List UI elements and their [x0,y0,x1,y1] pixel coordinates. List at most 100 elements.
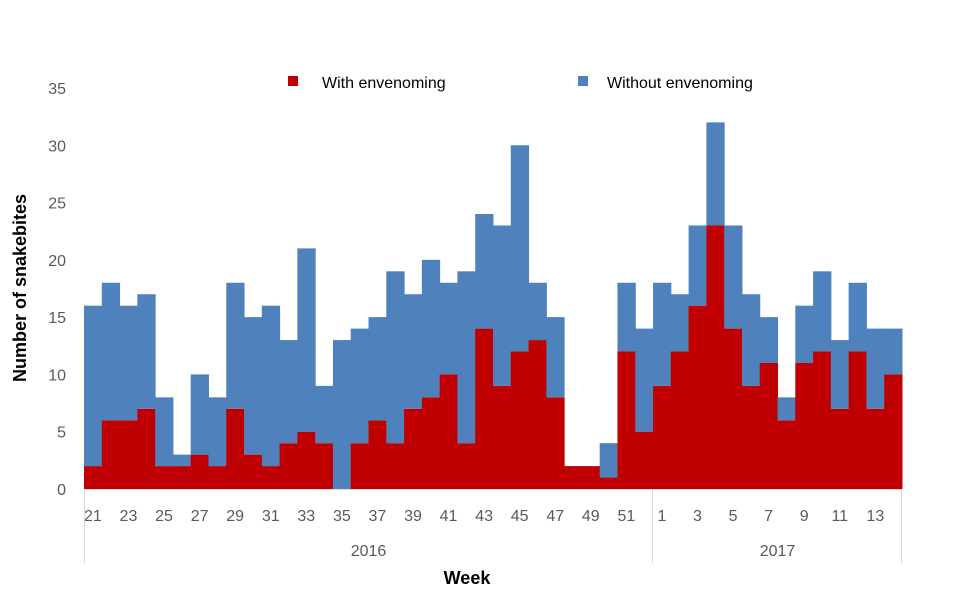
legend-label-with-envenoming: With envenoming [322,75,446,92]
bar-without-envenoming [297,248,316,432]
bar-without-envenoming [546,317,565,398]
bar-without-envenoming [315,385,334,444]
bar-without-envenoming [475,214,494,329]
bar-with-envenoming [137,408,156,489]
bar-without-envenoming [119,305,138,421]
bar-with-envenoming [724,328,743,489]
bar-without-envenoming [813,271,832,352]
bar-without-envenoming [528,282,547,341]
bar-without-envenoming [795,305,814,363]
bar-without-envenoming [261,305,281,467]
bar-without-envenoming [208,397,227,467]
bar-without-envenoming [172,454,192,467]
legend: With envenoming Without envenoming [288,75,753,92]
y-tick-label: 25 [48,196,66,213]
x-tick-label: 49 [582,508,600,525]
y-tick-label: 20 [48,253,66,270]
bar-without-envenoming [617,282,636,352]
x-tick-label: 45 [511,508,529,525]
bar-with-envenoming [84,466,103,489]
bar-with-envenoming [564,466,583,489]
x-tick-label: 35 [333,508,351,525]
bar-without-envenoming [439,282,458,375]
bar-with-envenoming [439,374,458,489]
bar-with-envenoming [653,385,672,489]
bar-without-envenoming [848,282,867,352]
bar-with-envenoming [208,466,227,489]
x-tick-label: 47 [546,508,564,525]
bar-without-envenoming [226,282,245,409]
bar-with-envenoming [884,374,903,489]
x-tick-label: 39 [404,508,422,525]
bar-with-envenoming [741,385,761,489]
bar-with-envenoming [172,466,192,489]
y-tick-label: 10 [48,367,66,384]
bar-without-envenoming [884,328,903,375]
bar-without-envenoming [421,259,441,398]
x-tick-label: 9 [800,508,809,525]
legend-swatch-without-envenoming [578,76,588,86]
bar-with-envenoming [457,443,476,489]
x-tick-label: 33 [297,508,315,525]
x-tick-label: 41 [440,508,458,525]
bars [84,122,903,489]
bar-with-envenoming [546,397,565,489]
year-label: 2016 [351,543,387,560]
bar-with-envenoming [404,408,423,489]
y-tick-label: 15 [48,310,66,327]
bar-without-envenoming [635,328,654,432]
bar-with-envenoming [350,443,370,489]
bar-without-envenoming [599,443,618,478]
bar-with-envenoming [581,466,601,489]
y-tick-label: 0 [57,482,66,499]
bar-without-envenoming [706,122,725,226]
bar-with-envenoming [599,477,618,489]
bar-without-envenoming [190,374,209,455]
bar-without-envenoming [670,294,690,352]
bar-without-envenoming [101,282,121,421]
bar-without-envenoming [866,328,885,409]
bar-without-envenoming [724,225,743,329]
bar-with-envenoming [706,225,725,489]
x-axis-title: Week [444,568,492,588]
bar-with-envenoming [688,305,707,489]
legend-label-without-envenoming: Without envenoming [607,75,753,92]
bar-with-envenoming [421,397,441,489]
x-tick-label: 5 [729,508,738,525]
bar-without-envenoming [759,317,779,363]
bar-with-envenoming [261,466,281,489]
bar-without-envenoming [653,282,672,386]
bar-with-envenoming [635,431,654,489]
bar-without-envenoming [244,317,263,455]
y-axis-ticks: 0 5 10 15 20 25 30 35 [48,81,66,499]
x-tick-label: 7 [764,508,773,525]
bar-with-envenoming [528,340,547,489]
bar-with-envenoming [777,420,796,489]
bar-with-envenoming [155,466,174,489]
bar-without-envenoming [279,340,298,444]
bar-with-envenoming [226,408,245,489]
bar-without-envenoming [777,397,796,421]
bar-with-envenoming [617,351,636,489]
y-tick-label: 30 [48,138,66,155]
bar-with-envenoming [475,328,494,489]
x-axis: 21 23 25 27 29 31 33 35 37 39 41 43 45 47 49 51 1 3 5 7 9 11 1… [84,489,902,563]
bar-without-envenoming [510,145,530,352]
bar-with-envenoming [297,431,316,489]
x-tick-label: 23 [120,508,138,525]
bar-with-envenoming [670,351,690,489]
bar-with-envenoming [510,351,530,489]
year-label: 2017 [760,543,796,560]
bar-without-envenoming [493,225,512,386]
bar-without-envenoming [386,271,405,444]
bar-with-envenoming [315,443,334,489]
bar-without-envenoming [830,340,850,409]
bar-without-envenoming [741,294,761,386]
bar-with-envenoming [493,385,512,489]
bar-without-envenoming [137,294,156,409]
bar-with-envenoming [386,443,405,489]
bar-with-envenoming [244,454,263,489]
bar-without-envenoming [404,294,423,409]
